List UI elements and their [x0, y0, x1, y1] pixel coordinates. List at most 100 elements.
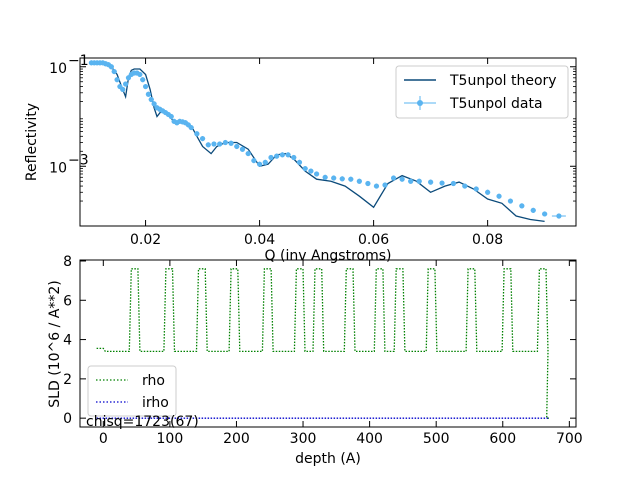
y-tick-label: 4 — [63, 333, 72, 349]
data-point-marker — [496, 193, 502, 199]
sld-x-axis-label: depth (A) — [295, 451, 361, 467]
reflectivity-axes-frame — [79, 57, 577, 227]
data-point-marker — [339, 176, 345, 182]
data-point-marker — [217, 141, 223, 147]
data-point — [228, 140, 234, 146]
data-point — [365, 180, 371, 187]
reflectivity-plot-area — [88, 60, 566, 223]
data-point-marker — [382, 182, 388, 188]
legend-rho-label: rho — [142, 373, 165, 389]
sld-plot-area — [96, 268, 550, 419]
data-point — [390, 175, 397, 181]
data-point — [428, 179, 434, 185]
data-point — [142, 83, 149, 90]
data-point-marker — [356, 178, 362, 184]
sld-ticks: 0 100 200 300 400 500 600 700 0 2 4 6 8 — [63, 254, 583, 447]
data-point-marker — [519, 203, 525, 209]
data-point — [137, 71, 143, 78]
x-tick-label: 400 — [356, 431, 383, 447]
data-point-marker — [373, 183, 380, 189]
data-point — [302, 165, 308, 172]
data-point-marker — [108, 64, 114, 70]
data-point — [331, 175, 337, 181]
reflectivity-legend: T5unpol theory T5unpol data — [395, 65, 569, 119]
data-point-marker — [291, 154, 297, 161]
data-point-marker — [439, 180, 445, 186]
data-point-marker — [239, 146, 246, 152]
reflectivity-x-axis-label: Q (inv Angstroms) — [265, 248, 392, 264]
data-point — [151, 101, 157, 107]
data-point-marker — [530, 207, 536, 213]
data-point — [382, 182, 388, 188]
reflectivity-legend-box — [395, 65, 569, 119]
data-point — [222, 139, 228, 146]
data-point — [542, 211, 548, 217]
data-point-marker — [114, 77, 120, 83]
data-point-marker — [123, 81, 129, 87]
data-point-marker — [556, 213, 562, 219]
data-point — [348, 176, 354, 182]
data-point-marker — [285, 152, 291, 158]
x-tick-label: 600 — [489, 431, 516, 447]
data-point — [194, 131, 200, 137]
data-point-marker — [322, 174, 328, 180]
data-point-marker — [450, 180, 457, 187]
data-point-marker — [251, 157, 257, 164]
x-tick-label: 0.06 — [358, 232, 389, 248]
data-point-marker — [256, 161, 263, 167]
legend-data-swatch — [404, 96, 436, 110]
data-point — [251, 157, 257, 164]
x-tick-label: 0.08 — [472, 232, 503, 248]
reflectivity-y-axis-label: Reflectivity — [24, 103, 40, 181]
data-point — [308, 168, 314, 174]
data-point — [188, 124, 194, 131]
data-point — [148, 96, 154, 103]
data-point — [168, 113, 174, 120]
sld-axes-frame — [79, 259, 577, 428]
data-point-marker — [151, 101, 157, 107]
data-point-marker — [142, 83, 149, 90]
data-point — [507, 198, 514, 204]
data-point-marker — [428, 179, 434, 185]
data-point — [530, 207, 536, 213]
x-tick-label: 0.02 — [130, 232, 161, 248]
y-tick-label: 10 — [49, 160, 67, 176]
data-point — [279, 152, 285, 158]
x-tick-label: 100 — [157, 431, 184, 447]
y-tick-label: 2 — [63, 372, 72, 388]
data-point-marker — [262, 159, 268, 165]
y-tick-label-exponent: −3 — [68, 152, 89, 168]
data-point — [234, 143, 240, 150]
x-tick-label: 700 — [556, 431, 583, 447]
data-point-marker — [485, 189, 491, 195]
data-point — [114, 77, 120, 83]
data-point — [140, 77, 146, 83]
data-point-marker — [145, 91, 152, 97]
data-point — [120, 86, 126, 93]
data-point — [217, 141, 223, 147]
data-point-marker — [313, 171, 320, 177]
data-point — [439, 180, 445, 186]
data-point — [519, 203, 525, 209]
data-point — [239, 146, 246, 152]
sld-legend: rho irho — [87, 365, 177, 417]
data-point-marker — [234, 143, 240, 150]
data-point-marker — [473, 186, 479, 192]
data-point — [245, 150, 251, 157]
data-point-marker — [168, 113, 174, 120]
legend-data-label: T5unpol data — [449, 96, 543, 112]
x-tick-label: 200 — [223, 431, 250, 447]
data-point-marker — [188, 124, 194, 131]
data-point — [373, 183, 380, 189]
data-point-marker — [390, 175, 397, 181]
data-point — [313, 171, 320, 177]
y-tick-label: 6 — [63, 293, 72, 309]
data-point-marker — [365, 180, 371, 187]
rho-line — [96, 268, 550, 419]
data-point-marker — [462, 183, 468, 189]
data-point-marker — [194, 131, 200, 137]
data-point-marker — [205, 142, 211, 148]
data-point-marker — [399, 176, 405, 182]
